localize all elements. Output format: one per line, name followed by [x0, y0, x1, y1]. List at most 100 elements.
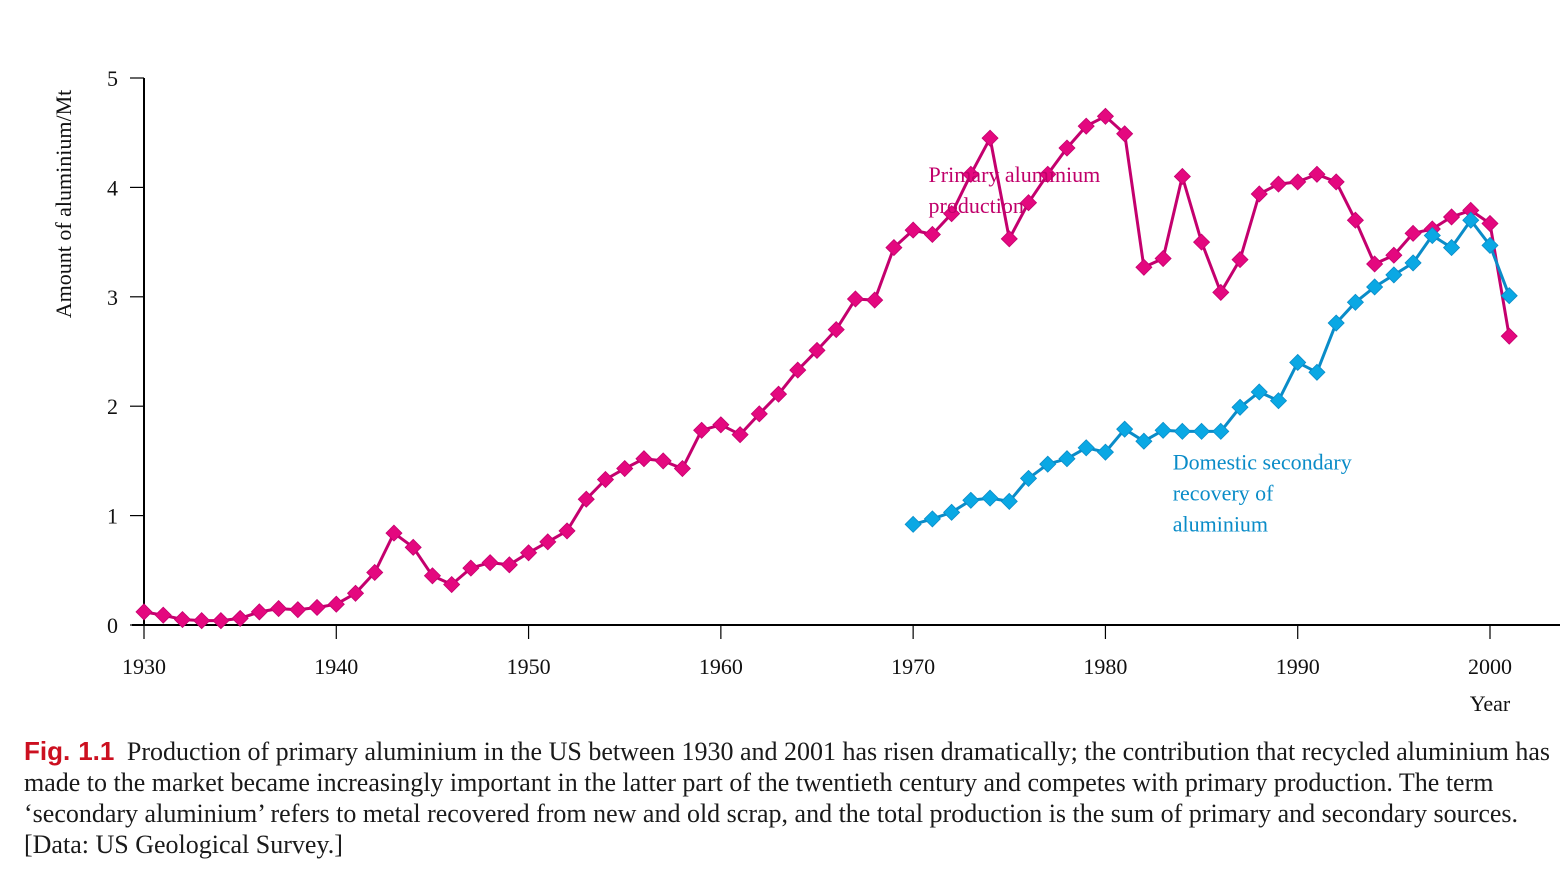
data-point	[750, 405, 768, 423]
data-point	[981, 129, 999, 147]
data-point	[1481, 236, 1499, 254]
data-point	[1135, 432, 1153, 450]
figure-number: 1.1	[78, 736, 115, 766]
data-point	[1154, 249, 1172, 268]
data-point	[635, 450, 653, 468]
data-point	[1366, 255, 1384, 273]
y-tick-label: 5	[107, 66, 118, 91]
figure-caption: Fig. 1.1 Production of primary aluminium …	[24, 736, 1554, 860]
data-point	[981, 489, 999, 507]
data-point	[1231, 251, 1249, 269]
data-point	[1058, 450, 1076, 468]
data-point	[1442, 239, 1461, 257]
data-point	[1096, 443, 1114, 461]
data-point	[654, 452, 672, 470]
data-point	[1116, 125, 1134, 143]
x-tick-label: 1980	[1083, 654, 1127, 679]
data-point	[366, 563, 384, 582]
data-point	[1039, 165, 1057, 183]
data-point	[1077, 117, 1095, 135]
axes: 0 1 2 3 4 5 1930 1940 1950 1960 1970 1980 1990 2000 Am…	[51, 66, 1560, 716]
data-point	[308, 598, 326, 617]
labels-layer: Primary aluminium production Domestic seco…	[929, 162, 1352, 537]
data-point	[923, 510, 941, 528]
data-point	[1193, 422, 1211, 440]
data-point	[1366, 278, 1384, 296]
data-point	[481, 554, 499, 572]
series-label: Primary aluminium	[929, 162, 1101, 187]
data-point	[1308, 165, 1326, 183]
y-tick-label: 0	[107, 613, 118, 638]
data-point	[596, 470, 615, 489]
y-tick-label: 1	[107, 504, 118, 529]
data-point	[808, 341, 826, 359]
data-point	[500, 556, 518, 574]
x-axis-title: Year	[1470, 691, 1511, 716]
data-point	[1269, 392, 1288, 410]
series-line	[143, 114, 1511, 623]
data-point	[1212, 283, 1230, 301]
data-point	[327, 595, 345, 613]
x-tick-label: 1990	[1276, 654, 1320, 679]
data-point	[1500, 327, 1518, 345]
data-point	[769, 385, 788, 403]
data-point	[520, 544, 538, 562]
series-label: recovery of	[1173, 481, 1274, 506]
data-point	[1269, 175, 1288, 193]
x-tick-label: 1960	[699, 654, 743, 679]
data-point	[346, 584, 365, 602]
data-point	[1135, 258, 1153, 276]
data-point	[1385, 266, 1403, 284]
data-point	[962, 165, 980, 183]
data-point	[250, 603, 268, 621]
data-point	[1500, 287, 1518, 305]
data-point	[673, 459, 691, 478]
data-point	[1327, 173, 1345, 191]
data-point	[846, 290, 865, 308]
data-point	[1385, 246, 1403, 264]
data-point	[1462, 211, 1480, 229]
data-point	[943, 205, 961, 223]
data-point	[1250, 185, 1268, 203]
data-point	[712, 416, 730, 434]
data-point	[1442, 208, 1461, 226]
data-point	[1116, 420, 1134, 438]
data-point	[1423, 226, 1441, 245]
chart: 0 1 2 3 4 5 1930 1940 1950 1960 1970 1980 1990 2000 Am…	[51, 66, 1560, 716]
data-point	[1077, 439, 1095, 457]
data-point	[1250, 383, 1268, 401]
data-point	[1289, 173, 1307, 191]
data-point	[1289, 353, 1307, 372]
data-point	[1346, 293, 1364, 311]
data-point	[231, 609, 249, 628]
data-point	[885, 239, 903, 257]
series-primary	[135, 107, 1518, 630]
data-point	[1019, 469, 1038, 487]
data-point	[1404, 254, 1422, 272]
data-point	[193, 612, 211, 630]
x-tick-label: 1970	[891, 654, 935, 679]
series-label: aluminium	[1173, 512, 1268, 537]
series-label: Domestic secondary	[1173, 450, 1352, 475]
data-point	[1000, 230, 1018, 248]
y-tick-label: 4	[107, 175, 118, 200]
data-point	[962, 491, 980, 509]
series-layer	[135, 107, 1518, 630]
data-point	[943, 503, 961, 521]
data-point	[154, 606, 172, 624]
data-point	[693, 421, 711, 439]
data-point	[404, 538, 422, 556]
data-point	[385, 524, 403, 542]
data-point	[1231, 398, 1249, 416]
x-tick-label: 1930	[122, 654, 166, 679]
y-tick-label: 3	[107, 285, 118, 310]
data-point	[904, 221, 922, 239]
data-point	[1154, 421, 1172, 439]
data-point	[866, 291, 884, 309]
x-tick-label: 1950	[507, 654, 551, 679]
data-point	[1327, 314, 1345, 332]
data-point	[1000, 492, 1018, 510]
data-point	[904, 515, 922, 533]
data-point	[1308, 363, 1326, 381]
data-point	[1058, 139, 1076, 157]
